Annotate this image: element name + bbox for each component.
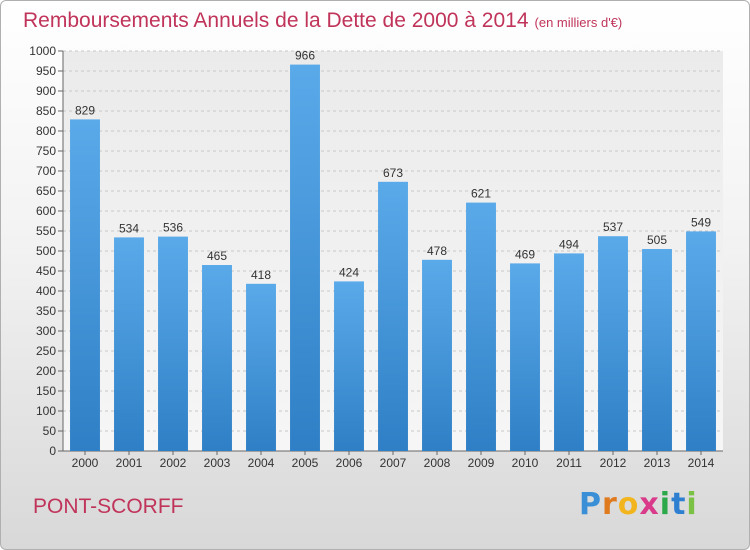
x-tick-label-2010: 2010	[512, 456, 539, 470]
y-tick-label: 550	[36, 224, 56, 238]
data-label-2008: 478	[427, 244, 447, 258]
data-label-2010: 469	[515, 247, 535, 261]
x-tick-label-2012: 2012	[600, 456, 627, 470]
bar-2012	[598, 236, 628, 451]
logo-letter: i	[686, 487, 698, 522]
x-tick-label-2005: 2005	[292, 456, 319, 470]
data-label-2013: 505	[647, 233, 667, 247]
data-label-2014: 549	[691, 215, 711, 229]
x-tick-label-2000: 2000	[72, 456, 99, 470]
x-tick-label-2014: 2014	[688, 456, 715, 470]
x-tick-label-2003: 2003	[204, 456, 231, 470]
logo-letter: i	[659, 487, 672, 522]
logo-letter: t	[671, 487, 687, 522]
data-label-2004: 418	[251, 268, 271, 282]
bar-2013	[642, 249, 672, 451]
y-tick-label: 350	[36, 304, 56, 318]
x-tick-label-2008: 2008	[424, 456, 451, 470]
y-tick-label: 850	[36, 104, 56, 118]
y-tick-label: 50	[43, 424, 57, 438]
bar-2006	[334, 281, 364, 451]
data-label-2000: 829	[75, 103, 95, 117]
x-tick-label-2013: 2013	[644, 456, 671, 470]
bar-2004	[246, 283, 276, 451]
chart-title-text: Remboursements Annuels de la Dette de 20…	[23, 9, 529, 32]
x-tick-label-2004: 2004	[248, 456, 275, 470]
y-tick-label: 950	[36, 64, 56, 78]
y-tick-label: 400	[36, 284, 56, 298]
data-label-2002: 536	[163, 221, 183, 235]
bar-2003	[202, 265, 232, 451]
data-label-2009: 621	[471, 187, 491, 201]
bar-2009	[466, 202, 496, 451]
y-tick-label: 200	[36, 364, 56, 378]
y-tick-label: 650	[36, 184, 56, 198]
bar-2007	[378, 181, 408, 452]
y-tick-label: 450	[36, 264, 56, 278]
chart-subtitle: (en milliers d'€)	[534, 15, 623, 30]
y-tick-label: 750	[36, 144, 56, 158]
proxiti-logo: Proxiti	[579, 487, 698, 522]
data-label-2001: 534	[119, 221, 139, 235]
x-tick-label-2001: 2001	[116, 456, 143, 470]
y-tick-label: 0	[49, 444, 56, 458]
data-label-2012: 537	[603, 220, 623, 234]
bar-2010	[510, 263, 540, 451]
x-tick-label-2009: 2009	[468, 456, 495, 470]
y-tick-label: 800	[36, 124, 56, 138]
logo-letter: P	[579, 487, 602, 522]
y-tick-label: 100	[36, 404, 56, 418]
y-tick-label: 250	[36, 344, 56, 358]
bar-2000	[70, 119, 100, 452]
data-label-2007: 673	[383, 166, 403, 180]
bar-2014	[686, 231, 716, 451]
bar-2002	[158, 236, 188, 451]
y-tick-label: 300	[36, 324, 56, 338]
y-tick-label: 900	[36, 84, 56, 98]
data-label-2003: 465	[207, 249, 227, 263]
data-label-2011: 494	[559, 237, 579, 251]
bar-2008	[422, 259, 452, 451]
data-label-2006: 424	[339, 265, 359, 279]
x-tick-label-2007: 2007	[380, 456, 407, 470]
logo-letter: o	[617, 487, 640, 522]
x-tick-label-2006: 2006	[336, 456, 363, 470]
y-tick-label: 150	[36, 384, 56, 398]
x-tick-label-2002: 2002	[160, 456, 187, 470]
chart-title: Remboursements Annuels de la Dette de 20…	[23, 9, 622, 33]
y-tick-label: 600	[36, 204, 56, 218]
bar-2011	[554, 253, 584, 451]
bar-2001	[114, 237, 144, 451]
logo-letter: r	[602, 487, 618, 522]
bar-2005	[290, 64, 320, 451]
logo-letter: x	[639, 487, 660, 522]
data-label-2005: 966	[295, 49, 315, 63]
y-tick-label: 1000	[29, 44, 56, 58]
y-tick-label: 700	[36, 164, 56, 178]
commune-name: PONT-SCORFF	[33, 495, 184, 518]
y-tick-label: 500	[36, 244, 56, 258]
bar-chart: 0 50 100 150 200 250 300 350 400 450 500 550 600 650 7…	[29, 44, 723, 470]
x-tick-label-2011: 2011	[556, 456, 582, 470]
